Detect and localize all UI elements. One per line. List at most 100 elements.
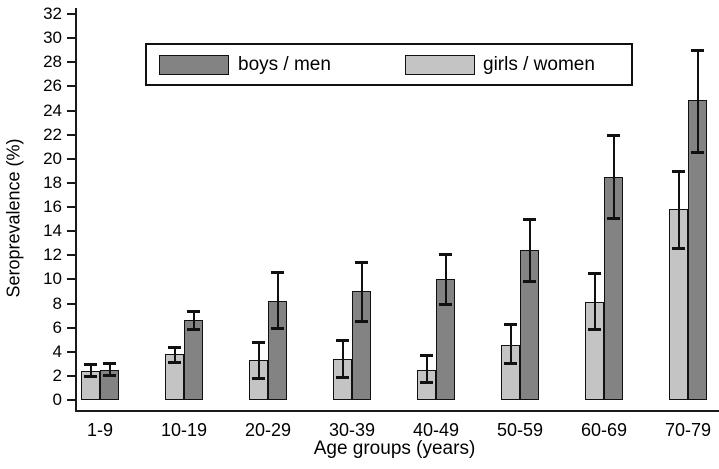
y-tick-label-10: 10	[43, 269, 62, 289]
y-tick-label-8: 8	[52, 293, 62, 313]
error-cap-top-boys-men-60-69	[607, 133, 620, 137]
x-label-60-69: 60-69	[580, 420, 628, 440]
y-tick-20	[67, 157, 76, 160]
y-tick-label-24: 24	[43, 100, 62, 120]
x-axis-line	[75, 410, 719, 412]
y-tick-6	[67, 326, 76, 329]
legend: boys / men girls / women	[145, 43, 633, 86]
y-tick-label-30: 30	[43, 28, 62, 48]
y-tick-label-16: 16	[43, 197, 62, 216]
legend-swatch-girls-women	[405, 55, 475, 75]
error-line-girls-women-70-79	[677, 170, 680, 250]
error-cap-bottom-boys-men-60-69	[607, 217, 620, 221]
error-cap-top-girls-women-60-69	[588, 272, 601, 276]
error-cap-bottom-girls-women-30-39	[336, 376, 349, 380]
error-line-girls-women-30-39	[341, 339, 344, 379]
error-cap-top-girls-women-40-49	[420, 354, 433, 358]
y-tick-label-22: 22	[43, 124, 62, 144]
error-line-boys-men-20-29	[276, 272, 279, 329]
error-cap-top-boys-men-50-59	[523, 218, 536, 222]
error-cap-bottom-girls-women-50-59	[504, 361, 517, 365]
error-cap-top-girls-women-70-79	[672, 169, 685, 173]
y-tick-12	[67, 254, 76, 257]
error-line-girls-women-20-29	[257, 342, 260, 380]
y-tick-8	[67, 302, 76, 305]
error-line-girls-women-50-59	[509, 324, 512, 364]
x-label-1-9: 1-9	[86, 420, 113, 440]
error-cap-bottom-boys-men-20-29	[271, 326, 284, 330]
error-line-boys-men-50-59	[528, 219, 531, 282]
y-tick-label-4: 4	[52, 341, 62, 361]
y-tick-28	[67, 61, 76, 64]
error-cap-top-boys-men-30-39	[355, 261, 368, 265]
error-cap-bottom-girls-women-60-69	[588, 328, 601, 332]
error-cap-bottom-boys-men-40-49	[439, 302, 452, 306]
error-cap-bottom-boys-men-1-9	[103, 373, 116, 377]
error-cap-bottom-girls-women-1-9	[84, 375, 97, 379]
legend-label-boys-men: boys / men	[238, 54, 331, 75]
error-line-boys-men-70-79	[696, 50, 699, 153]
error-cap-top-girls-women-1-9	[84, 362, 97, 366]
error-cap-bottom-girls-women-40-49	[420, 381, 433, 385]
x-label-70-79: 70-79	[664, 420, 712, 440]
y-tick-4	[67, 350, 76, 353]
x-label-40-49: 40-49	[412, 420, 460, 440]
error-cap-bottom-girls-women-70-79	[672, 247, 685, 251]
error-cap-bottom-boys-men-30-39	[355, 319, 368, 323]
y-tick-24	[67, 109, 76, 112]
x-label-30-39: 30-39	[328, 420, 376, 440]
legend-label-girls-women: girls / women	[483, 54, 595, 75]
error-cap-top-girls-women-10-19	[168, 345, 181, 349]
error-line-boys-men-40-49	[444, 254, 447, 305]
error-cap-top-girls-women-30-39	[336, 338, 349, 342]
x-label-10-19: 10-19	[160, 420, 208, 440]
y-axis-line	[75, 8, 77, 412]
error-cap-bottom-girls-women-20-29	[252, 377, 265, 381]
y-tick-22	[67, 133, 76, 136]
legend-swatch-boys-men	[159, 55, 229, 75]
y-tick-label-12: 12	[43, 245, 62, 265]
bar-boys-men-10-19	[184, 320, 203, 400]
y-tick-label-0: 0	[52, 390, 62, 409]
error-line-girls-women-60-69	[593, 273, 596, 331]
y-tick-30	[67, 37, 76, 40]
error-line-boys-men-1-9	[108, 362, 111, 376]
y-tick-label-14: 14	[43, 221, 62, 241]
error-cap-bottom-boys-men-50-59	[523, 279, 536, 283]
y-tick-26	[67, 85, 76, 88]
y-tick-16	[67, 206, 76, 208]
error-line-girls-women-1-9	[89, 363, 92, 378]
y-tick-label-32: 32	[43, 4, 62, 23]
error-line-girls-women-10-19	[173, 346, 176, 363]
error-line-boys-men-60-69	[612, 134, 615, 220]
y-tick-label-26: 26	[43, 76, 62, 96]
error-cap-top-boys-men-70-79	[691, 49, 704, 53]
error-cap-top-boys-men-40-49	[439, 253, 452, 257]
y-tick-10	[67, 278, 76, 281]
y-tick-label-6: 6	[52, 317, 62, 337]
y-tick-label-20: 20	[43, 148, 62, 168]
x-axis-title: Age groups (years)	[313, 438, 476, 459]
error-cap-top-girls-women-50-59	[504, 323, 517, 326]
x-label-20-29: 20-29	[244, 420, 292, 440]
y-tick-0	[67, 399, 76, 401]
error-cap-top-boys-men-10-19	[187, 309, 200, 313]
error-line-boys-men-10-19	[192, 310, 195, 331]
error-line-girls-women-40-49	[425, 355, 428, 384]
y-tick-label-18: 18	[43, 172, 62, 192]
y-tick-18	[67, 181, 76, 184]
error-cap-bottom-boys-men-10-19	[187, 328, 200, 332]
y-tick-label-2: 2	[52, 365, 62, 385]
error-line-boys-men-30-39	[360, 262, 363, 322]
error-cap-bottom-boys-men-70-79	[691, 150, 704, 154]
error-cap-top-boys-men-20-29	[271, 271, 284, 275]
y-tick-label-28: 28	[43, 52, 62, 72]
y-tick-2	[67, 374, 76, 377]
error-cap-bottom-girls-women-10-19	[168, 360, 181, 364]
error-cap-top-girls-women-20-29	[252, 341, 265, 345]
x-label-50-59: 50-59	[496, 420, 544, 440]
y-tick-14	[67, 230, 76, 233]
y-tick-32	[67, 13, 76, 15]
error-cap-top-boys-men-1-9	[103, 361, 116, 365]
